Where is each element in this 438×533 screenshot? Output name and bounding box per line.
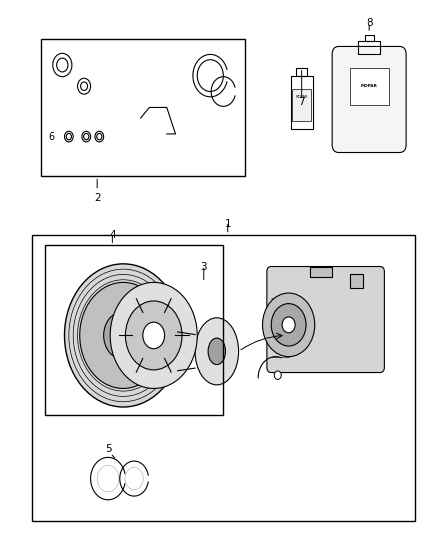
- Bar: [350, 274, 363, 288]
- Bar: [291, 76, 313, 128]
- Circle shape: [104, 312, 143, 359]
- Bar: [365, 35, 374, 41]
- Circle shape: [64, 264, 182, 407]
- Circle shape: [282, 317, 295, 333]
- Text: MOPAR: MOPAR: [361, 84, 378, 88]
- Text: 2: 2: [94, 192, 100, 203]
- Bar: [45, 245, 223, 415]
- Circle shape: [116, 326, 131, 345]
- Circle shape: [80, 282, 167, 389]
- Text: 5: 5: [105, 445, 111, 455]
- Bar: [292, 89, 311, 120]
- Bar: [32, 235, 415, 521]
- Text: 3: 3: [201, 262, 207, 271]
- Text: 4: 4: [109, 230, 116, 240]
- Text: MOPAR: MOPAR: [296, 95, 308, 99]
- Bar: [41, 38, 245, 176]
- Circle shape: [110, 282, 197, 389]
- Bar: [297, 68, 307, 76]
- Text: 8: 8: [366, 18, 372, 28]
- Bar: [311, 266, 332, 277]
- Circle shape: [262, 293, 315, 357]
- Text: 6: 6: [48, 132, 54, 142]
- Bar: [350, 68, 389, 105]
- Circle shape: [143, 322, 165, 349]
- FancyBboxPatch shape: [267, 266, 385, 373]
- Text: 1: 1: [224, 219, 231, 229]
- Circle shape: [125, 301, 182, 370]
- Circle shape: [274, 371, 281, 379]
- Circle shape: [271, 304, 306, 346]
- Ellipse shape: [208, 338, 226, 365]
- Text: 7: 7: [298, 97, 305, 107]
- Bar: [358, 41, 380, 54]
- Ellipse shape: [195, 318, 239, 385]
- FancyBboxPatch shape: [332, 46, 406, 152]
